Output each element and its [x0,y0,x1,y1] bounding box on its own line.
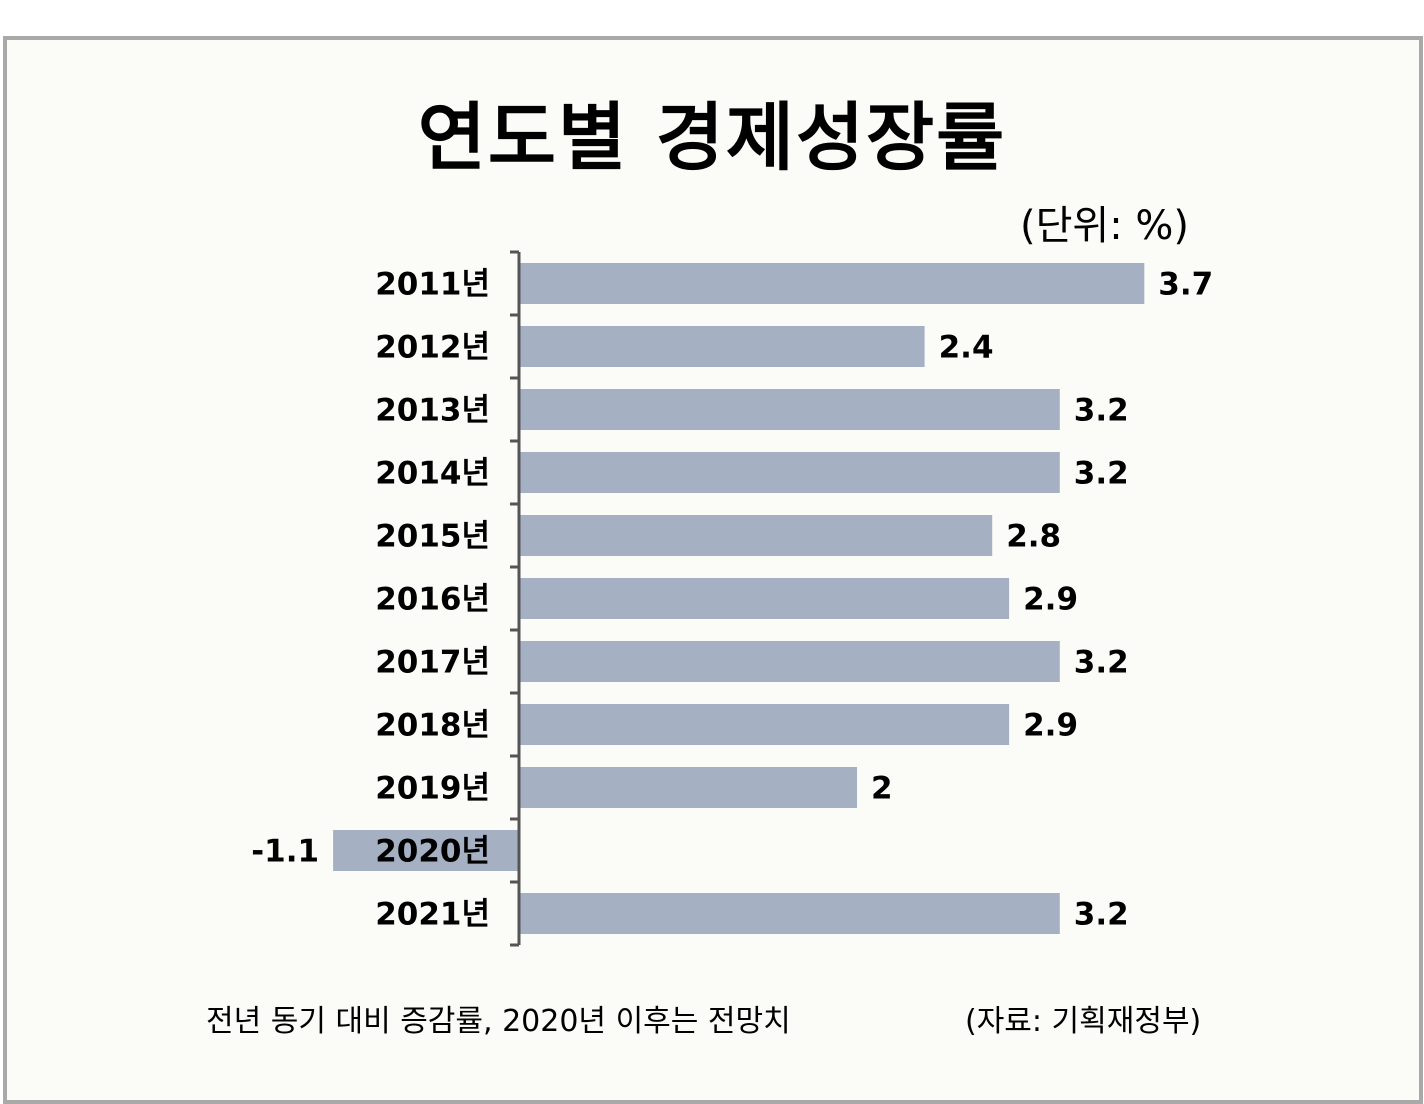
category-label: 2014년 [375,456,490,492]
data-label: 2 [871,771,893,807]
data-label: 3.2 [1074,456,1129,492]
data-label: 3.2 [1074,393,1129,429]
category-label: 2016년 [375,582,490,618]
category-label: 2021년 [375,897,490,933]
data-label: -1.1 [251,834,319,870]
data-label: 2.4 [939,330,994,366]
bar-2011년 [519,263,1145,304]
category-label: 2020년 [375,834,490,870]
category-label: 2012년 [375,330,490,366]
category-label: 2019년 [375,771,490,807]
category-label: 2015년 [375,519,490,555]
bar-2020년 [333,830,519,871]
data-label: 3.2 [1074,645,1129,681]
category-label: 2017년 [375,645,490,681]
bar-2016년 [519,578,1010,619]
data-label: 3.7 [1158,267,1213,303]
bar-2019년 [519,767,857,808]
bar-2012년 [519,326,925,367]
category-label: 2018년 [375,708,490,744]
bar-2015년 [519,515,993,556]
footnote: 전년 동기 대비 증감률, 2020년 이후는 전망치 [206,1004,791,1039]
category-label: 2011년 [375,267,490,303]
bar-2017년 [519,641,1060,682]
data-label: 2.9 [1023,708,1078,744]
data-label: 2.9 [1023,582,1078,618]
chart-title: 연도별 경제성장률 [417,95,1007,181]
category-label: 2013년 [375,393,490,429]
bar-2013년 [519,389,1060,430]
unit-label: (단위: %) [1020,203,1190,249]
bar-2021년 [519,893,1060,934]
source-label: (자료: 기획재정부) [965,1004,1202,1039]
data-label: 3.2 [1074,897,1129,933]
bar-2018년 [519,704,1010,745]
data-label: 2.8 [1006,519,1061,555]
bar-2014년 [519,452,1060,493]
